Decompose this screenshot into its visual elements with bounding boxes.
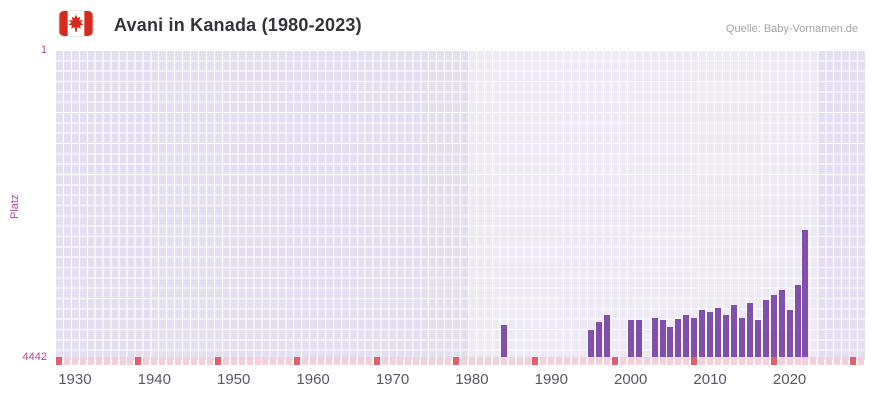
bar-2013: [731, 304, 737, 360]
x-tick-label-1960: 1960: [296, 371, 330, 388]
bars-layer: [55, 50, 865, 360]
bar-2007: [683, 315, 690, 360]
bar-2003: [651, 318, 658, 360]
bar-2021: [794, 285, 801, 360]
x-tick-label-2000: 2000: [614, 371, 648, 388]
y-tick-bottom: 4442: [22, 351, 47, 363]
bar-2016: [754, 320, 761, 360]
x-tick-label-2010: 2010: [693, 371, 727, 388]
canada-flag-icon: [59, 11, 93, 36]
bar-2000: [627, 320, 634, 360]
bar-1997: [603, 315, 610, 360]
bar-1996: [596, 322, 602, 360]
bar-2015: [746, 303, 753, 360]
bar-2001: [635, 320, 642, 360]
bar-2005: [667, 327, 674, 360]
bar-2022: [802, 230, 809, 360]
bar-2011: [715, 308, 722, 360]
bar-2019: [778, 290, 785, 360]
bar-2009: [699, 310, 706, 360]
x-tick-label-1980: 1980: [455, 371, 489, 388]
chart-title: Avani in Kanada (1980-2023): [114, 15, 362, 35]
bar-2018: [770, 294, 777, 360]
source-credit: Quelle: Baby-Vornamen.de: [725, 23, 858, 35]
bar-2014: [738, 318, 745, 360]
x-tick-label-1990: 1990: [534, 371, 568, 388]
bar-2017: [762, 299, 769, 360]
bar-1995: [588, 329, 594, 360]
bar-1984: [500, 325, 507, 360]
x-tick-label-1970: 1970: [375, 371, 410, 388]
plot-area: [55, 50, 865, 360]
x-tick-label-1940: 1940: [137, 371, 171, 388]
canada-flag-graphic: [59, 11, 93, 36]
x-tick-label-1930: 1930: [58, 371, 92, 388]
x-tick-label-2020: 2020: [772, 371, 807, 388]
y-axis-title: Platz: [9, 194, 21, 219]
y-tick-top: 1: [40, 44, 47, 56]
bar-2004: [659, 320, 666, 360]
bar-2010: [707, 311, 714, 360]
bar-2008: [691, 318, 698, 360]
x-tick-label-1950: 1950: [217, 371, 251, 388]
bar-2012: [723, 315, 729, 360]
bar-2006: [675, 319, 682, 360]
bar-2020: [786, 310, 793, 360]
